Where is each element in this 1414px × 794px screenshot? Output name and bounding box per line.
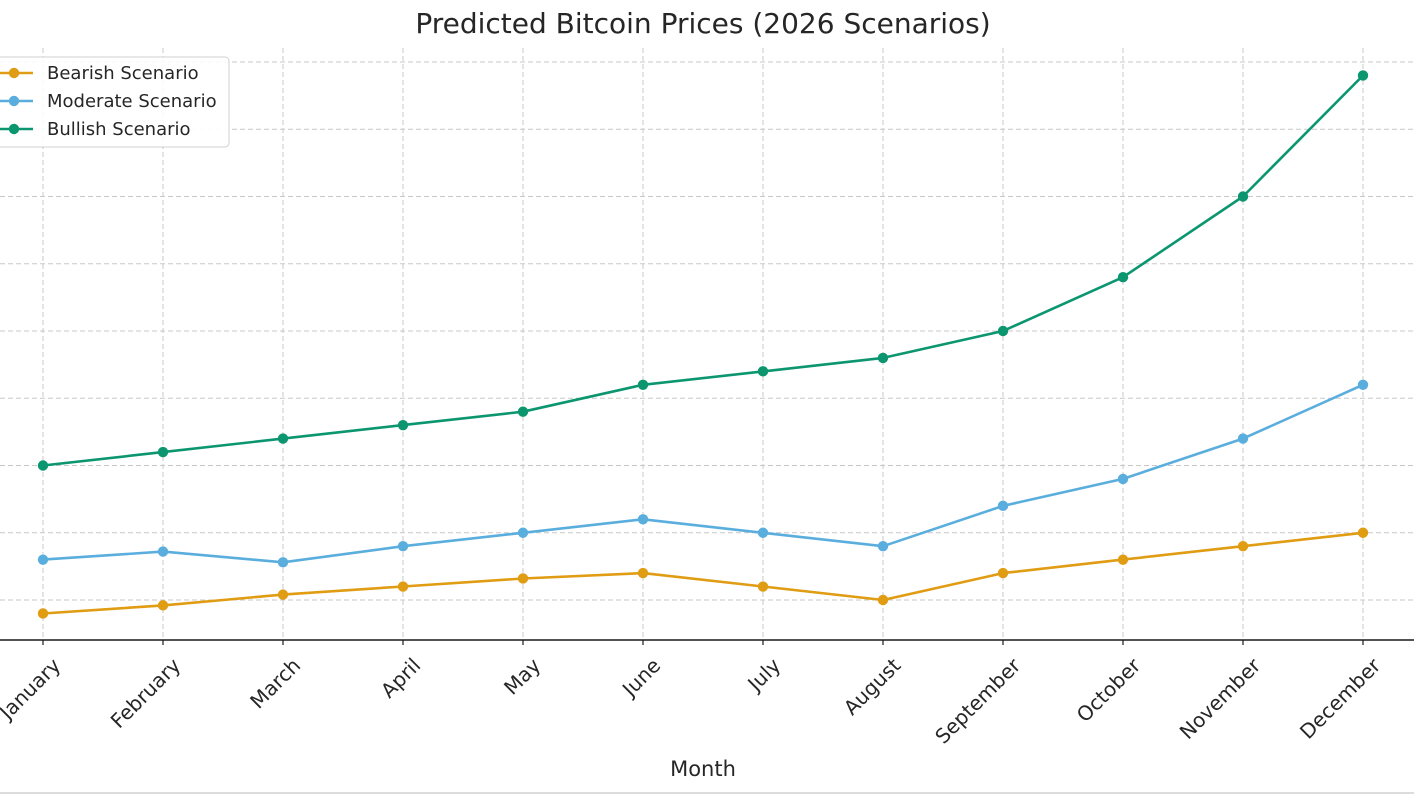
data-point-moderate-april — [397, 541, 409, 552]
data-point-bullish-march — [277, 433, 289, 444]
data-point-moderate-february — [157, 546, 169, 557]
data-point-bearish-july — [757, 581, 769, 592]
legend-frame — [0, 56, 230, 148]
data-point-bullish-july — [757, 366, 769, 377]
data-point-bearish-january — [37, 608, 49, 619]
data-point-bullish-june — [637, 379, 649, 390]
data-point-bullish-december — [1357, 70, 1369, 81]
data-point-bullish-may — [517, 406, 529, 417]
x-tick-label: August — [839, 653, 906, 720]
axis-layer — [0, 639, 1414, 645]
series-line-bullish — [42, 74, 1364, 467]
legend-label: Moderate Scenario — [47, 91, 217, 112]
data-point-bearish-november — [1237, 541, 1249, 552]
data-point-bearish-december — [1357, 527, 1369, 538]
data-point-moderate-november — [1237, 433, 1249, 444]
grid-layer — [0, 48, 1414, 640]
data-point-bullish-january — [37, 460, 49, 471]
data-point-bullish-february — [157, 446, 169, 458]
data-point-moderate-july — [757, 527, 769, 538]
data-point-bearish-may — [517, 573, 529, 584]
data-point-bearish-april — [397, 581, 409, 592]
series-bearish — [37, 527, 1369, 619]
data-point-bullish-october — [1117, 272, 1129, 283]
x-tick-label: October — [1072, 653, 1146, 727]
data-point-moderate-august — [877, 541, 889, 552]
data-point-bullish-september — [997, 325, 1009, 337]
data-point-bullish-august — [877, 352, 889, 364]
data-point-moderate-october — [1117, 473, 1129, 485]
data-point-bearish-september — [997, 567, 1009, 579]
legend-item-bearish[interactable]: Bearish Scenario — [0, 63, 199, 84]
legend-label: Bullish Scenario — [47, 119, 191, 140]
x-tick-label: March — [245, 653, 305, 713]
x-tick-label: April — [376, 653, 425, 702]
series-moderate — [37, 379, 1369, 568]
data-point-bearish-august — [877, 594, 889, 606]
data-point-bearish-march — [277, 589, 289, 600]
chart-title: Predicted Bitcoin Prices (2026 Scenarios… — [415, 7, 991, 40]
series-bullish — [37, 70, 1369, 471]
data-point-moderate-january — [37, 554, 49, 565]
x-tick-label: May — [499, 653, 545, 699]
legend-swatch-marker — [8, 95, 20, 107]
x-tick-labels: January February March April May June July Augu… — [0, 653, 1386, 749]
x-tick-label: September — [930, 653, 1026, 749]
legend-label: Bearish Scenario — [47, 63, 199, 84]
legend-item-bullish[interactable]: Bullish Scenario — [0, 119, 191, 140]
x-tick-label: January — [0, 653, 65, 725]
legend-swatch-marker — [8, 123, 20, 135]
x-tick-label: December — [1295, 653, 1386, 744]
x-tick-label: June — [616, 653, 665, 702]
x-tick-label: July — [741, 653, 785, 697]
data-point-bearish-june — [637, 567, 649, 579]
x-axis-label: Month — [670, 757, 736, 781]
legend-swatch-marker — [8, 67, 20, 79]
data-point-bearish-october — [1117, 554, 1129, 565]
data-point-bullish-november — [1237, 191, 1249, 202]
data-point-bearish-february — [157, 600, 169, 611]
legend-item-moderate[interactable]: Moderate Scenario — [0, 91, 217, 112]
data-point-moderate-may — [517, 527, 529, 538]
bottom-divider — [0, 792, 1414, 794]
series-line-moderate — [42, 383, 1364, 564]
data-point-moderate-june — [637, 514, 649, 525]
series-layer — [37, 70, 1369, 619]
series-line-bearish — [42, 531, 1364, 615]
data-point-moderate-september — [997, 500, 1009, 512]
data-point-bullish-april — [397, 419, 409, 431]
x-tick-label: November — [1175, 653, 1266, 744]
data-point-moderate-march — [277, 557, 289, 568]
legend[interactable]: Bearish Scenario Moderate Scenario Bullish… — [0, 56, 230, 148]
x-tick-label: February — [106, 653, 186, 733]
data-point-moderate-december — [1357, 379, 1369, 390]
